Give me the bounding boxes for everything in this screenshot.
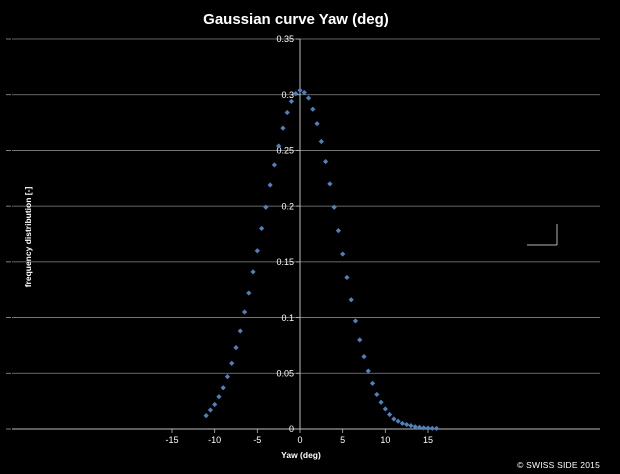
data-point-marker <box>433 425 440 432</box>
data-point-marker <box>348 297 354 303</box>
data-point-marker <box>310 106 316 112</box>
data-point-marker <box>318 138 324 145</box>
y-axis-title: frequency distribution [-] <box>23 187 33 288</box>
data-point-marker <box>412 424 418 430</box>
data-point-marker <box>323 158 329 165</box>
data-point-marker <box>331 204 337 210</box>
data-point-marker <box>237 328 243 334</box>
legend-marker <box>527 224 558 246</box>
data-point-marker <box>429 425 435 431</box>
data-points-layer <box>203 87 440 432</box>
data-point-marker <box>267 182 273 188</box>
data-point-marker <box>421 425 427 431</box>
data-point-marker <box>263 204 269 210</box>
data-point-marker <box>284 109 290 116</box>
x-tick-label: 0 <box>297 435 302 445</box>
data-point-marker <box>305 95 312 101</box>
data-point-marker <box>399 420 405 427</box>
data-point-marker <box>416 424 423 430</box>
data-point-marker <box>395 418 401 424</box>
y-tick-label: 0.05 <box>276 368 294 378</box>
data-point-marker <box>408 423 414 429</box>
x-axis-title: Yaw (deg) <box>281 450 321 460</box>
data-point-marker <box>314 121 320 127</box>
y-tick-label: 0.35 <box>276 34 294 44</box>
chart-title: Gaussian curve Yaw (deg) <box>203 11 389 28</box>
data-point-marker <box>301 89 307 96</box>
data-point-marker <box>425 425 431 431</box>
data-point-marker <box>203 413 209 419</box>
data-point-marker <box>276 143 282 149</box>
y-tick-label: 0.3 <box>281 90 294 100</box>
data-point-marker <box>382 406 388 412</box>
data-point-marker <box>241 309 248 315</box>
data-point-marker <box>369 380 376 386</box>
data-point-marker <box>229 360 235 366</box>
y-tick-label: 0.1 <box>281 313 294 323</box>
data-point-marker <box>293 91 299 97</box>
data-point-marker <box>288 98 295 104</box>
data-point-marker <box>340 251 346 257</box>
data-point-marker <box>357 337 363 343</box>
data-point-marker <box>335 228 341 234</box>
x-tick-label: -10 <box>208 435 221 445</box>
y-tick-label: 0.15 <box>276 257 294 267</box>
data-point-marker <box>344 274 350 281</box>
data-point-marker <box>374 391 380 398</box>
data-point-marker <box>207 407 214 413</box>
data-point-marker <box>386 411 393 418</box>
data-point-marker <box>327 181 333 187</box>
data-point-marker <box>361 353 367 360</box>
x-tick-label: 5 <box>340 435 345 445</box>
data-point-marker <box>254 248 260 254</box>
data-point-marker <box>250 269 256 275</box>
data-point-marker <box>216 394 222 400</box>
data-point-marker <box>246 290 252 296</box>
y-tick-label: 0.2 <box>281 201 294 211</box>
data-point-marker <box>391 416 397 422</box>
y-tick-label: 0.25 <box>276 146 294 156</box>
data-point-marker <box>271 162 277 168</box>
copyright-watermark: © SWISS SIDE 2015 <box>517 460 600 470</box>
data-point-marker <box>220 385 226 391</box>
data-point-marker <box>233 345 239 351</box>
x-tick-label: 10 <box>380 435 390 445</box>
tick-labels-layer: 0 0.05 0.1 0.15 0.2 0.25 0.3 0.35 -15 -10 -5 0 5 10 15 <box>165 34 433 445</box>
data-point-marker <box>224 374 231 380</box>
data-point-marker <box>378 399 384 405</box>
data-point-marker <box>212 401 218 408</box>
data-point-marker <box>297 87 303 93</box>
x-tick-label: 15 <box>423 435 433 445</box>
data-point-marker <box>259 225 265 232</box>
grid-layer <box>12 38 600 374</box>
x-tick-label: -5 <box>253 435 261 445</box>
data-point-marker <box>365 368 371 374</box>
data-point-marker <box>404 421 410 428</box>
x-tick-label: -15 <box>165 435 178 445</box>
axis-layer <box>6 38 600 433</box>
data-point-marker <box>352 318 359 324</box>
data-point-marker <box>280 125 286 131</box>
y-tick-label: 0 <box>289 424 294 434</box>
